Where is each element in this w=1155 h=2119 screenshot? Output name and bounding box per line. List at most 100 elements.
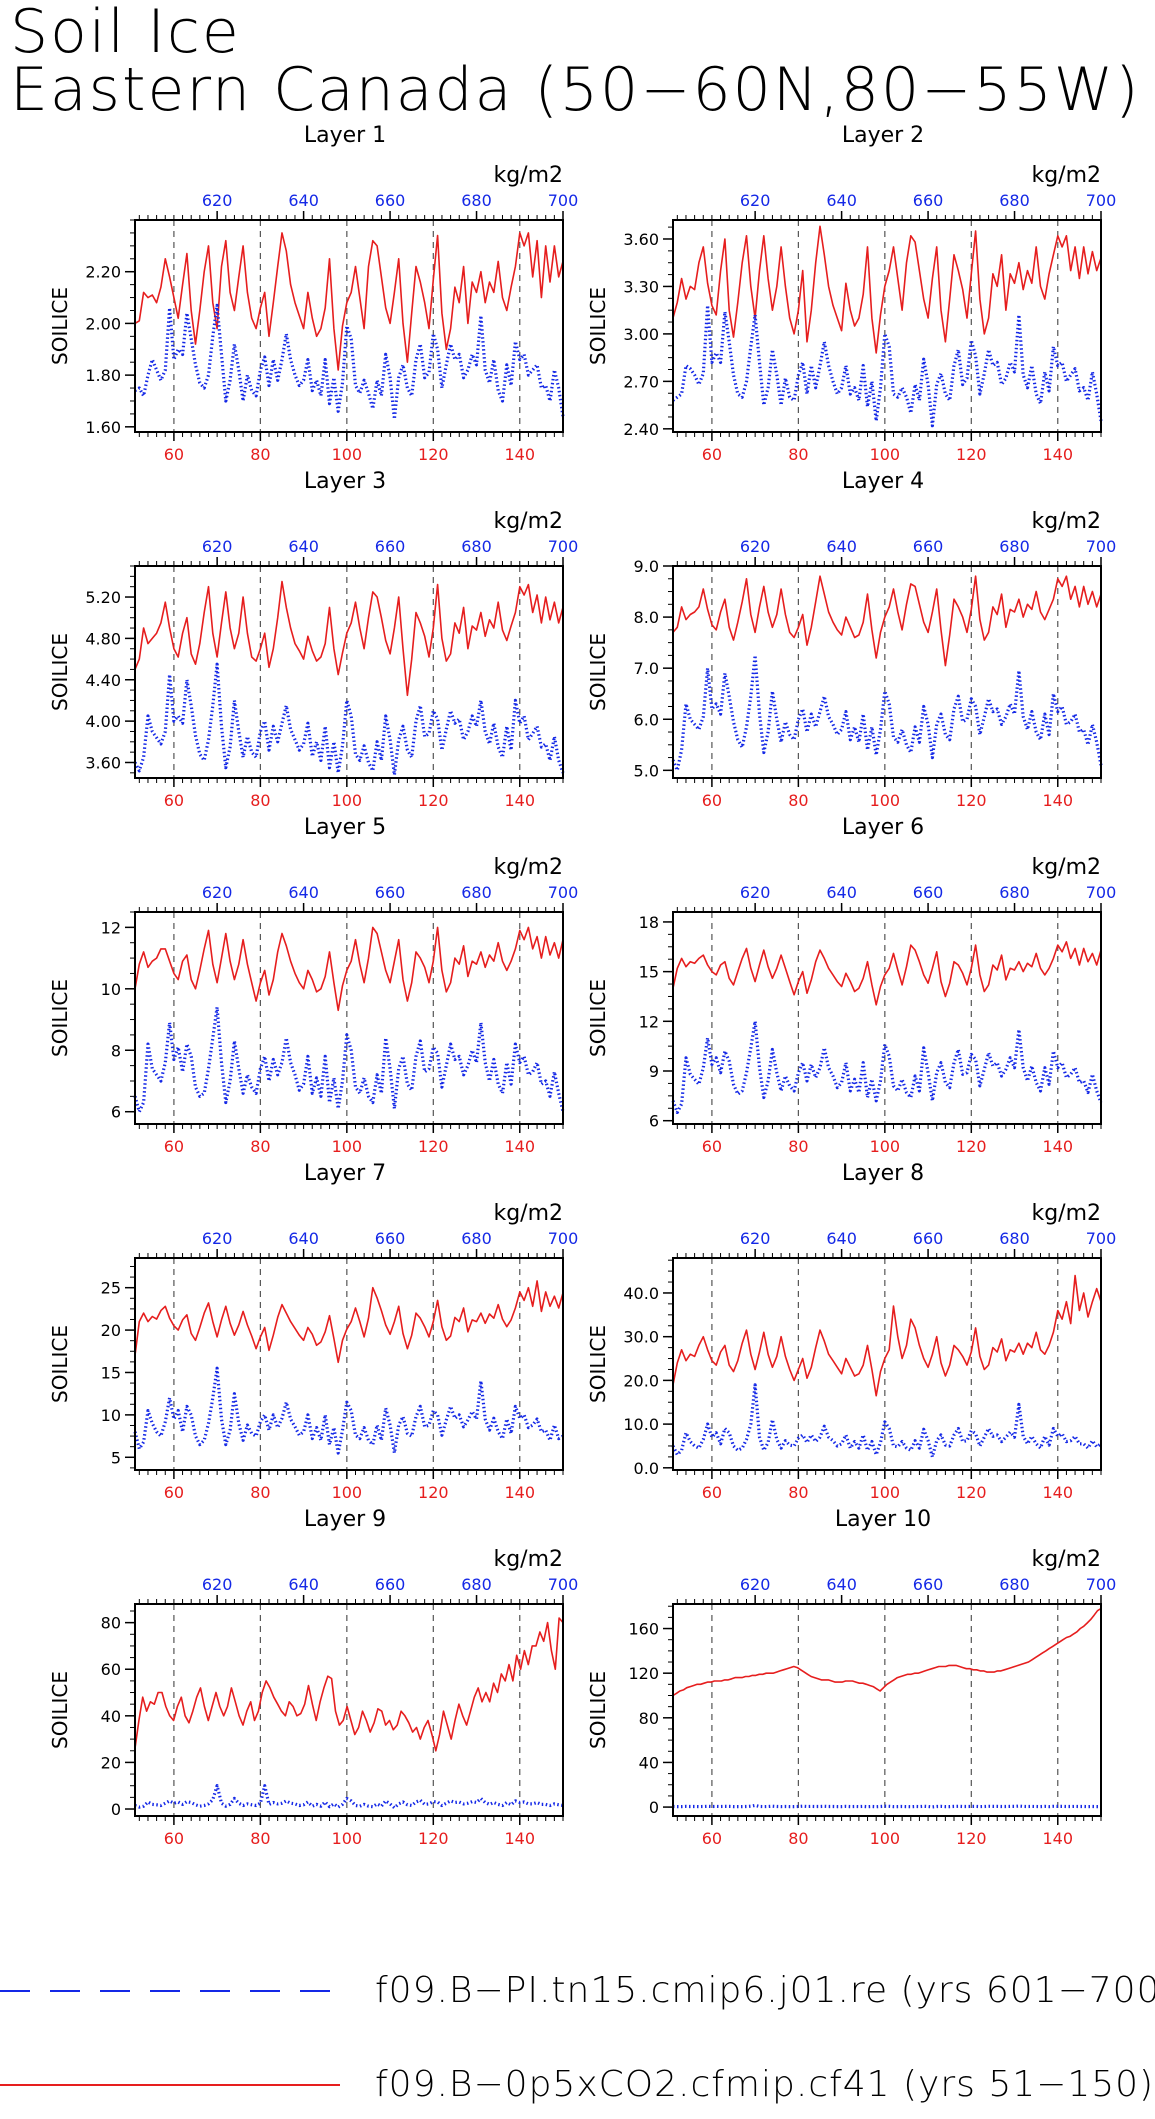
x-tick-label-top: 640 xyxy=(826,537,857,556)
panel-3: Layer 3 kg/m2 SOILICE 60 80 100 120 140 620 640 66… xyxy=(48,469,578,810)
x-tick-label-top: 660 xyxy=(375,1575,406,1594)
legend-red-solid-line xyxy=(0,2084,340,2086)
x-tick-label-bottom: 60 xyxy=(164,1483,184,1502)
x-tick-label-top: 660 xyxy=(375,883,406,902)
x-tick-label-top: 700 xyxy=(548,191,579,210)
x-tick-label-top: 680 xyxy=(999,1575,1030,1594)
x-tick-label-bottom: 80 xyxy=(788,1137,808,1156)
x-tick-label-top: 700 xyxy=(1086,537,1117,556)
x-tick-label-top: 640 xyxy=(288,1229,319,1248)
y-axis-label: SOILICE xyxy=(48,287,72,365)
x-tick-label-top: 700 xyxy=(548,1229,579,1248)
x-tick-label-top: 620 xyxy=(740,883,771,902)
x-tick-label-top: 620 xyxy=(202,537,233,556)
panel-title: Layer 7 xyxy=(304,1161,386,1186)
series-line-red xyxy=(672,575,1102,667)
y-tick-label: 40 xyxy=(101,1707,121,1726)
x-tick-label-top: 660 xyxy=(913,1229,944,1248)
series-line-blue xyxy=(671,1383,1102,1459)
y-tick-label: 4.40 xyxy=(85,671,121,690)
x-tick-label-top: 680 xyxy=(461,1229,492,1248)
x-tick-label-bottom: 120 xyxy=(956,1483,987,1502)
x-tick-label-top: 680 xyxy=(461,191,492,210)
y-tick-label: 30.0 xyxy=(623,1328,659,1347)
y-tick-label: 15 xyxy=(101,1363,121,1382)
series-line-blue xyxy=(672,303,1103,428)
x-tick-label-bottom: 60 xyxy=(702,791,722,810)
plot-frame xyxy=(672,1257,1102,1471)
series-line-blue xyxy=(133,662,565,777)
x-tick-label-bottom: 100 xyxy=(870,1483,901,1502)
x-tick-label-bottom: 120 xyxy=(418,1137,449,1156)
x-tick-label-bottom: 80 xyxy=(788,1829,808,1848)
x-tick-label-top: 660 xyxy=(375,191,406,210)
x-tick-label-top: 620 xyxy=(202,883,233,902)
x-tick-label-bottom: 80 xyxy=(250,445,270,464)
y-tick-label: 4.80 xyxy=(85,629,121,648)
y-axis-label: SOILICE xyxy=(48,979,72,1057)
y-tick-label: 2.40 xyxy=(623,420,659,439)
x-tick-label-top: 640 xyxy=(288,537,319,556)
x-tick-label-bottom: 140 xyxy=(1042,1483,1073,1502)
x-tick-label-bottom: 80 xyxy=(250,1829,270,1848)
panel-title: Layer 6 xyxy=(842,815,924,840)
panel-8: Layer 8 kg/m2 SOILICE 60 80 100 120 140 620 640 66… xyxy=(586,1161,1116,1502)
x-tick-label-top: 640 xyxy=(288,1575,319,1594)
x-tick-label-bottom: 60 xyxy=(702,1829,722,1848)
x-tick-label-bottom: 120 xyxy=(956,1137,987,1156)
panel-9: Layer 9 kg/m2 SOILICE 60 80 100 120 140 620 640 66… xyxy=(48,1507,578,1848)
x-tick-label-bottom: 60 xyxy=(164,1829,184,1848)
y-tick-label: 10.0 xyxy=(623,1415,659,1434)
legend-label-red: f09.B−0p5xCO2.cfmip.cf41 (yrs 51−150) xyxy=(375,2064,1155,2105)
y-tick-label: 7.0 xyxy=(634,659,659,678)
x-tick-label-bottom: 80 xyxy=(788,791,808,810)
x-tick-label-top: 700 xyxy=(1086,1575,1117,1594)
y-tick-label: 2.70 xyxy=(623,372,659,391)
x-tick-label-bottom: 100 xyxy=(332,1137,363,1156)
series-line-red xyxy=(134,926,564,1012)
series-line-blue xyxy=(134,1784,564,1810)
x-tick-label-bottom: 140 xyxy=(1042,1829,1073,1848)
y-axis-label: SOILICE xyxy=(586,287,610,365)
y-axis-label: SOILICE xyxy=(48,633,72,711)
x-tick-label-top: 680 xyxy=(999,883,1030,902)
plot-frame xyxy=(134,911,564,1125)
y-tick-label: 25 xyxy=(101,1279,121,1298)
y-axis-label: SOILICE xyxy=(586,1325,610,1403)
y-tick-label: 18 xyxy=(639,913,659,932)
series-line-blue xyxy=(133,1005,565,1114)
x-tick-label-bottom: 60 xyxy=(164,445,184,464)
x-tick-label-top: 640 xyxy=(826,1575,857,1594)
series-line-blue xyxy=(671,653,1103,772)
top-axis-label: kg/m2 xyxy=(493,163,563,188)
y-tick-label: 5 xyxy=(111,1448,121,1467)
y-tick-label: 6.0 xyxy=(634,710,659,729)
x-tick-label-bottom: 80 xyxy=(250,1483,270,1502)
x-tick-label-top: 640 xyxy=(826,191,857,210)
x-tick-label-top: 660 xyxy=(913,883,944,902)
plot-frame xyxy=(134,1257,564,1471)
top-axis-label: kg/m2 xyxy=(493,855,563,880)
x-tick-label-bottom: 60 xyxy=(702,445,722,464)
y-tick-label: 9.0 xyxy=(634,557,659,576)
series-line-blue xyxy=(134,303,565,421)
x-tick-label-bottom: 120 xyxy=(956,791,987,810)
y-tick-label: 160 xyxy=(628,1620,659,1639)
y-tick-label: 40.0 xyxy=(623,1284,659,1303)
x-tick-label-bottom: 140 xyxy=(504,791,535,810)
plot-frame xyxy=(134,219,564,433)
x-tick-label-top: 620 xyxy=(740,537,771,556)
x-tick-label-bottom: 80 xyxy=(788,1483,808,1502)
panel-title: Layer 1 xyxy=(304,123,386,148)
x-tick-label-top: 620 xyxy=(740,1575,771,1594)
x-tick-label-bottom: 140 xyxy=(504,445,535,464)
y-tick-label: 10 xyxy=(101,980,121,999)
x-tick-label-bottom: 60 xyxy=(164,791,184,810)
x-tick-label-top: 700 xyxy=(1086,883,1117,902)
y-tick-label: 0 xyxy=(649,1798,659,1817)
x-tick-label-top: 660 xyxy=(913,1575,944,1594)
top-axis-label: kg/m2 xyxy=(493,1547,563,1572)
y-tick-label: 5.20 xyxy=(85,588,121,607)
